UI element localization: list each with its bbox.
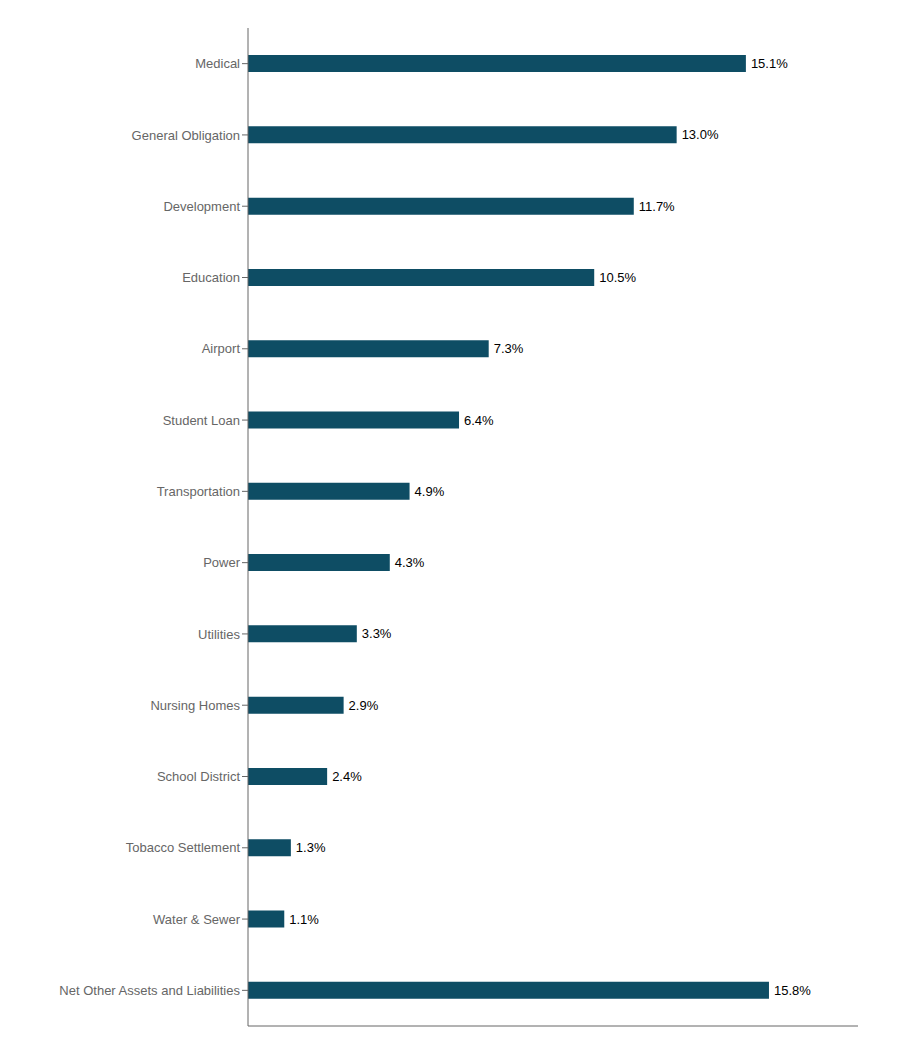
svg-text:3.3%: 3.3% [362,626,392,641]
svg-text:Tobacco Settlement: Tobacco Settlement [126,840,241,855]
svg-text:10.5%: 10.5% [599,270,636,285]
svg-text:Net Other Assets and Liabiliti: Net Other Assets and Liabilities [59,983,240,998]
svg-text:Airport: Airport [202,341,241,356]
svg-text:Utilities: Utilities [198,627,240,642]
svg-text:4.3%: 4.3% [395,555,425,570]
svg-text:Power: Power [203,555,241,570]
svg-text:General Obligation: General Obligation [132,128,240,143]
svg-text:1.1%: 1.1% [289,912,319,927]
svg-text:15.8%: 15.8% [774,983,811,998]
svg-text:School District: School District [157,769,240,784]
svg-text:Education: Education [182,270,240,285]
svg-text:Medical: Medical [195,56,240,71]
svg-text:Development: Development [163,199,240,214]
svg-text:2.9%: 2.9% [349,698,379,713]
svg-text:13.0%: 13.0% [682,127,719,142]
svg-text:15.1%: 15.1% [751,56,788,71]
svg-text:1.3%: 1.3% [296,840,326,855]
svg-text:Student Loan: Student Loan [163,413,240,428]
svg-text:Water & Sewer: Water & Sewer [153,912,241,927]
svg-text:6.4%: 6.4% [464,413,494,428]
svg-text:7.3%: 7.3% [494,341,524,356]
svg-text:2.4%: 2.4% [332,769,362,784]
svg-text:Transportation: Transportation [157,484,240,499]
svg-text:4.9%: 4.9% [415,484,445,499]
svg-text:Nursing Homes: Nursing Homes [150,698,240,713]
svg-text:11.7%: 11.7% [639,199,675,214]
